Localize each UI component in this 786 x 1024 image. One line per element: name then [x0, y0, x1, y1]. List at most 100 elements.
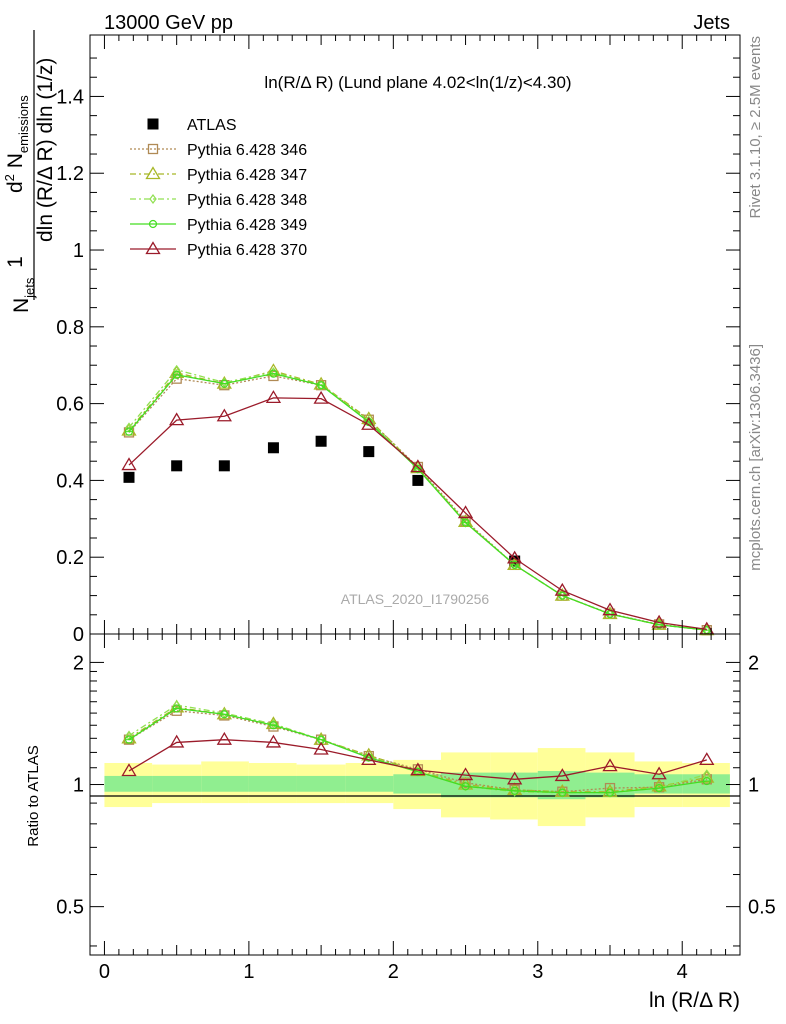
ratio-band-inner — [152, 775, 202, 792]
side-label-mcplots: mcplots.cern.ch [arXiv:1306.3436] — [747, 344, 764, 571]
top-ytick-label: 0.2 — [56, 547, 84, 569]
top-ytick-label: 1 — [73, 240, 84, 262]
ratio-pythia-6-428-370-point — [361, 752, 377, 766]
series-pythia-6-428-347-point — [361, 411, 377, 425]
ratio-ytick-label-right: 0.5 — [748, 897, 776, 919]
ylabel-den-n: N — [10, 298, 33, 313]
ratio-band-inner — [296, 775, 346, 792]
legend-pythia-6-428-346-label: Pythia 6.428 346 — [187, 142, 307, 159]
ylabel-den-jets: jets — [22, 277, 37, 299]
legend-pythia-6-428-370-label: Pythia 6.428 370 — [187, 242, 307, 259]
x-axis-label: ln (R/Δ R) — [649, 989, 740, 1012]
ratio-pythia-6-428-370-point — [265, 734, 282, 748]
ratio-ytick-label-right: 2 — [748, 652, 759, 674]
ratio-pythia-6-428-370-line — [128, 739, 707, 780]
ylabel-num-group: d2 Nemissions — [2, 95, 31, 193]
ratio-band-inner — [201, 775, 249, 792]
series-pythia-6-428-348-point — [172, 364, 181, 375]
series-pythia-6-428-370-point — [602, 602, 618, 616]
ratio-panel-series — [121, 699, 715, 798]
ratio-pythia-6-428-370-point — [121, 763, 137, 777]
series-pythia-6-428-370-point — [507, 550, 523, 564]
x-axis-ticks: 0 1 2 3 4 — [89, 35, 741, 983]
ratio-pythia-6-428-347-point — [651, 778, 667, 792]
ratio-pythia-6-428-348-point — [703, 769, 711, 780]
series-atlas-point — [218, 460, 230, 472]
legend-atlas-marker — [147, 118, 159, 130]
series-pythia-6-428-370-point — [121, 457, 137, 471]
series-pythia-6-428-370-point — [457, 505, 474, 519]
ratio-band-inner — [104, 775, 153, 792]
top-ytick-label: 0.4 — [56, 470, 84, 492]
top-panel-y-ticks: 0 0.2 0.4 0.6 0.8 1 1.2 1.4 — [56, 57, 740, 646]
ratio-ytick-label: 2 — [73, 652, 84, 674]
ratio-pythia-6-428-370-point — [554, 768, 570, 782]
top-ytick-label: 1.2 — [56, 163, 84, 185]
ratio-band-inner — [393, 774, 441, 794]
ratio-ytick-label-right: 1 — [748, 775, 759, 797]
series-pythia-6-428-370-point — [554, 582, 570, 596]
ratio-pythia-6-428-370-point — [457, 767, 474, 781]
ylabel-den-group: Njets — [10, 277, 37, 313]
legend-atlas-label: ATLAS — [187, 117, 237, 134]
ylabel-num-two: 2 — [2, 174, 17, 181]
ylabel-num-emissions: emissions — [16, 95, 31, 153]
series-atlas-point — [315, 435, 327, 447]
ratio-pythia-6-428-346-line — [128, 710, 707, 793]
ratio-ylabel: Ratio to ATLAS — [25, 745, 42, 846]
watermark: ATLAS_2020_I1790256 — [341, 591, 490, 607]
top-ytick-label: 0 — [73, 624, 84, 646]
series-pythia-6-428-370-point — [265, 390, 282, 404]
ratio-panel-y-ticks: 0.5 0.5 1 1 2 2 — [56, 652, 776, 947]
legend-pythia-6-428-348-label: Pythia 6.428 348 — [187, 192, 307, 209]
series-atlas-point — [363, 446, 375, 458]
series-pythia-6-428-370-point — [410, 459, 426, 473]
xtick-label: 2 — [388, 961, 399, 983]
ratio-pythia-6-428-370-point — [699, 752, 715, 766]
ratio-pythia-6-428-347-point — [699, 769, 715, 783]
series-pythia-6-428-347-point — [169, 365, 185, 379]
legend-pythia-6-428-347-marker — [145, 166, 161, 180]
ratio-pythia-6-428-370-point — [313, 741, 329, 755]
xtick-label: 1 — [243, 961, 254, 983]
top-ytick-label: 0.8 — [56, 317, 84, 339]
ratio-pythia-6-428-370-point — [169, 734, 185, 748]
ratio-pythia-6-428-370-point — [410, 762, 426, 776]
series-pythia-6-428-370-point — [313, 390, 329, 404]
ratio-pythia-6-428-370-point — [651, 766, 667, 780]
ylabel-den-rest: dln (R/Δ R) dln (1/z) — [34, 58, 57, 242]
xtick-label: 4 — [677, 961, 688, 983]
ratio-bands — [104, 748, 730, 827]
series-atlas-point — [267, 442, 279, 454]
header-left: 13000 GeV pp — [104, 12, 233, 34]
ratio-ytick-label: 0.5 — [56, 897, 84, 919]
legend-pythia-6-428-370-marker — [145, 241, 161, 255]
legend-pythia-6-428-348-marker — [149, 194, 157, 204]
top-ytick-label: 1.4 — [56, 86, 84, 108]
series-pythia-6-428-370-point — [651, 614, 667, 628]
ylabel-num-d: d — [4, 181, 27, 193]
ratio-panel-frame — [89, 633, 741, 956]
top-panel-ylabel: 1 Njets dln (R/Δ R) dln (1/z) d2 Nemissi… — [2, 30, 57, 313]
series-pythia-6-428-370-point — [361, 416, 377, 430]
legend: ATLAS Pythia 6.428 346 Pythia 6.428 347 Pyt… — [130, 117, 307, 259]
series-pythia-6-428-370-point — [216, 408, 232, 422]
ylabel-numerator-one: 1 — [4, 256, 27, 268]
ratio-ytick-label: 1 — [73, 775, 84, 797]
top-panel-series — [121, 363, 715, 636]
header-right: Jets — [693, 12, 730, 34]
series-pythia-6-428-370-point — [169, 412, 185, 426]
ratio-pythia-6-428-370-point — [602, 758, 618, 772]
top-ytick-label: 0.6 — [56, 394, 84, 416]
ratio-pythia-6-428-370-point — [216, 731, 232, 745]
series-pythia-6-428-370-line — [128, 397, 707, 631]
top-panel-title: ln(R/Δ R) (Lund plane 4.02<ln(1/z)<4.30) — [264, 73, 571, 92]
series-atlas-point — [171, 460, 183, 472]
xtick-label: 3 — [532, 961, 543, 983]
ratio-band-inner — [345, 775, 394, 792]
ratio-pythia-6-428-370-point — [507, 771, 523, 785]
ylabel-num-n: N — [4, 153, 27, 174]
series-atlas-point — [412, 474, 424, 486]
